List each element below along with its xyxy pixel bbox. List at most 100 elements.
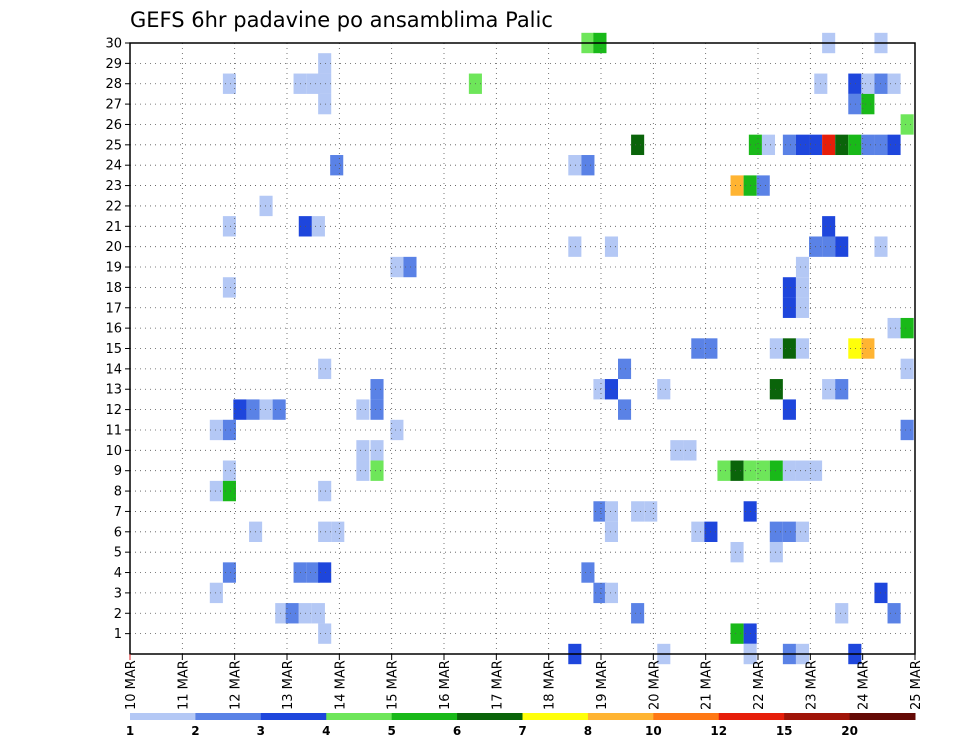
heatmap-cell (795, 277, 810, 298)
heatmap-cell (259, 399, 273, 420)
y-tick-label: 9 (114, 464, 122, 479)
heatmap-cell (222, 216, 236, 237)
heatmap-cell (370, 460, 384, 481)
legend-swatch (653, 713, 720, 720)
y-tick-label: 25 (105, 138, 122, 153)
y-tick-label: 12 (105, 403, 122, 418)
heatmap-cell (756, 460, 770, 481)
heatmap-cell (311, 216, 325, 237)
heatmap-cell (835, 134, 849, 156)
heatmap-cell (581, 562, 595, 583)
y-tick-label: 20 (105, 240, 122, 255)
legend-swatch (457, 713, 523, 720)
heatmap-cell (887, 603, 901, 624)
heatmap-cell (618, 358, 632, 380)
heatmap-cell (318, 623, 332, 644)
heatmap-cell (795, 256, 810, 278)
heatmap-cell (209, 480, 223, 502)
y-tick-label: 24 (105, 159, 122, 174)
y-tick-label: 19 (105, 261, 122, 276)
x-tick-label: 17 MAR (490, 660, 505, 710)
legend-swatch (587, 713, 654, 720)
heatmap-cell (318, 93, 332, 115)
heatmap-cell (795, 297, 810, 318)
heatmap-cell (403, 256, 417, 278)
x-tick-label: 10 MAR (124, 660, 139, 710)
heatmap-cell (222, 419, 236, 441)
heatmap-cell (209, 582, 223, 604)
heatmap-cell (631, 501, 645, 522)
heatmap-cell (604, 236, 619, 257)
heatmap-cell (222, 460, 236, 481)
x-axis-ticks: 10 MAR 11 MAR 12 MAR 13 MAR 14 MAR 15 MAR 16 M… (124, 654, 924, 710)
y-tick-label: 8 (114, 485, 122, 500)
heatmap-cell (769, 521, 783, 542)
heatmap-cell (691, 338, 705, 359)
legend-swatch (784, 713, 851, 720)
y-tick-label: 29 (105, 57, 122, 72)
y-tick-label: 1 (114, 627, 122, 642)
legend-swatch (849, 713, 916, 720)
chart-title: GEFS 6hr padavine po ansamblima Palic (130, 8, 553, 32)
heatmap-cell (670, 440, 684, 461)
heatmap-cell (769, 460, 783, 481)
heatmap-cell (390, 256, 404, 278)
x-tick-label: 20 MAR (647, 660, 662, 710)
heatmap-cell (848, 134, 862, 156)
y-tick-label: 3 (114, 586, 122, 601)
heatmap-cell (222, 480, 236, 502)
heatmap-cell (311, 603, 325, 624)
legend-swatch (260, 713, 327, 720)
heatmap-cell (209, 419, 223, 441)
heatmap-cell (604, 379, 619, 400)
heatmap-cell (593, 501, 607, 522)
x-tick-label: 19 MAR (595, 660, 610, 710)
y-tick-label: 13 (105, 383, 122, 398)
x-tick-label: 11 MAR (176, 660, 191, 710)
y-tick-label: 21 (105, 220, 122, 235)
heatmap-cell (848, 73, 862, 94)
heatmap-cell (683, 440, 697, 461)
heatmap-cell (318, 521, 332, 542)
heatmap-cell (795, 134, 810, 156)
y-tick-label: 2 (114, 607, 122, 622)
heatmap-cell (331, 521, 345, 542)
heatmap-cell (730, 623, 744, 644)
y-tick-label: 27 (105, 98, 122, 113)
heatmap-cell (782, 460, 796, 481)
heatmap-cell (691, 521, 705, 542)
heatmap-cell (730, 175, 744, 196)
y-tick-label: 28 (105, 77, 122, 92)
x-tick-label: 15 MAR (386, 660, 401, 710)
heatmap-cell (306, 562, 320, 583)
heatmap-cell (887, 73, 901, 94)
heatmap-cell (900, 419, 914, 441)
heatmap-cell (861, 93, 875, 115)
heatmap-cell (222, 562, 236, 583)
heatmap-cell (756, 175, 770, 196)
heatmap-cell (370, 399, 384, 420)
heatmap-cell (835, 379, 849, 400)
x-tick-label: 24 MAR (857, 660, 872, 710)
heatmap-cell (631, 134, 645, 156)
heatmap-cell (604, 582, 619, 604)
heatmap-cell (822, 216, 836, 237)
heatmap-cell (822, 236, 836, 257)
heatmap-cell (568, 236, 582, 257)
legend-label: 2 (191, 724, 199, 738)
heatmap-cell (822, 379, 836, 400)
heatmap-cell (318, 53, 332, 74)
heatmap-cell (795, 521, 810, 542)
heatmap-cell (222, 277, 236, 298)
legend-label: 4 (322, 724, 330, 738)
heatmap-cell (861, 73, 875, 94)
heatmap-cell (717, 460, 731, 481)
heatmap-cell (887, 134, 901, 156)
heatmap-cell (795, 460, 810, 481)
x-tick-label: 23 MAR (804, 660, 819, 710)
heatmap-cell (887, 317, 901, 339)
heatmap-cell (730, 541, 744, 563)
heatmap-cell (593, 379, 607, 400)
y-tick-label: 14 (105, 362, 122, 377)
legend-label: 8 (584, 724, 592, 738)
